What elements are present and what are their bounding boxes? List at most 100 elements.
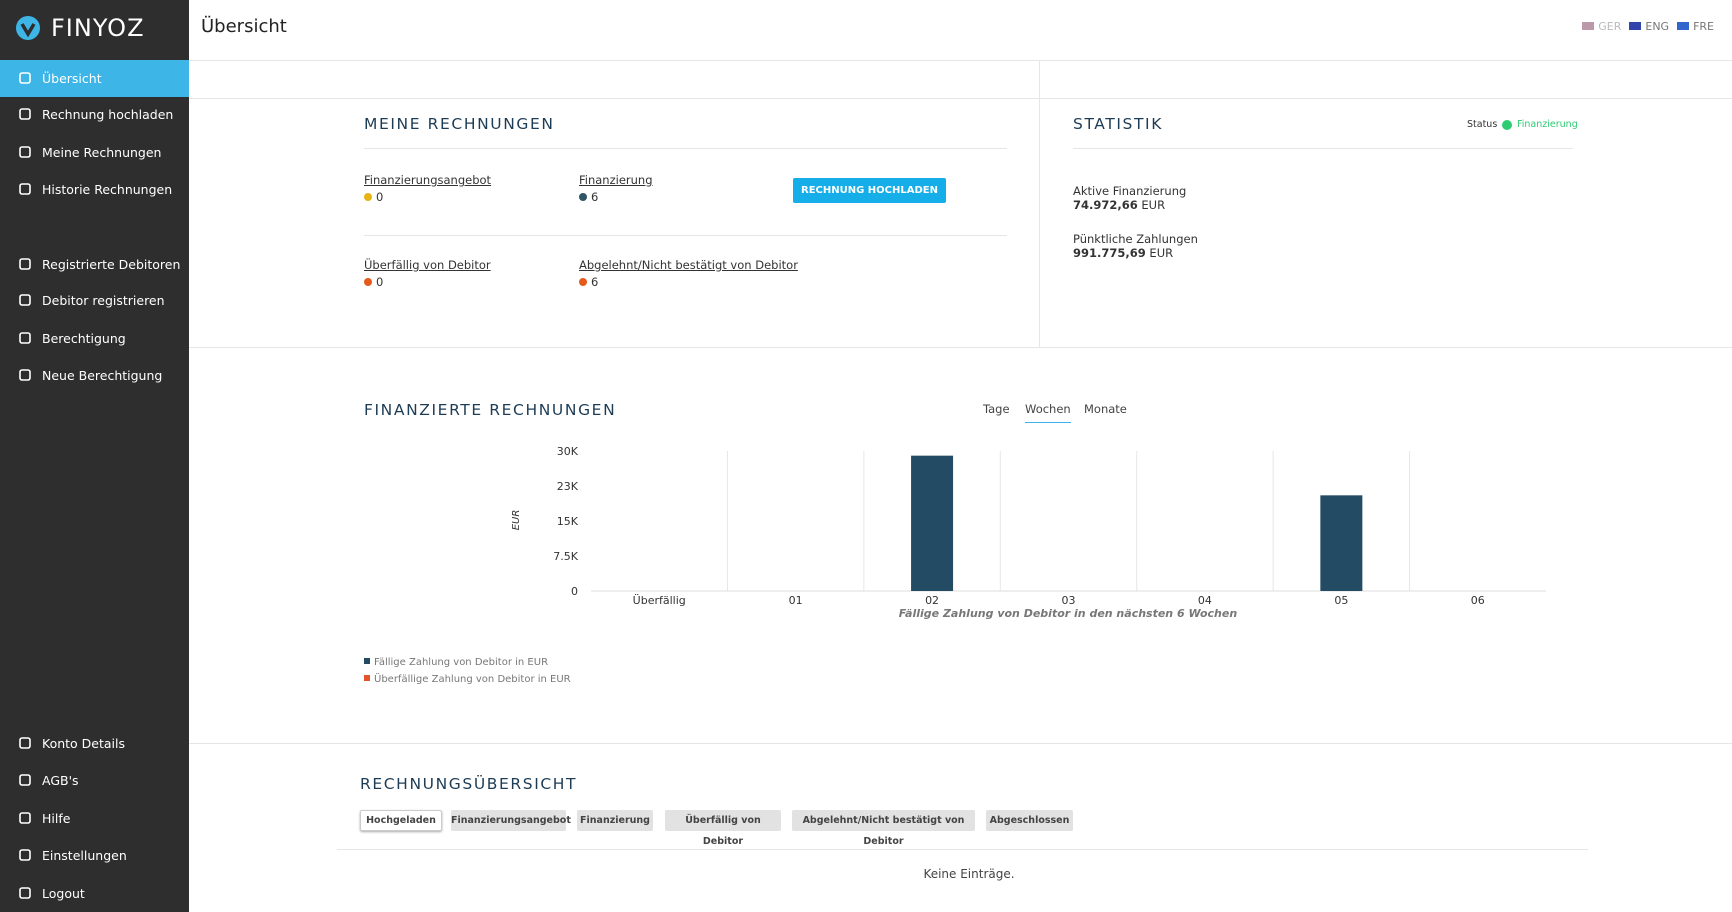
nav-item[interactable]: Übersicht [0,60,189,97]
y-tick-label: 15K [557,515,579,528]
sidebar: FINYOZ Übersicht Rechnung hochladen Meine … [0,0,189,912]
status-dot [364,193,372,201]
nav-label: Registrierte Debitoren [42,257,181,272]
divider [1039,60,1040,347]
nav-item[interactable]: Neue Berechtigung [0,357,189,394]
nav-item[interactable]: Meine Rechnungen [0,134,189,171]
y-tick-label: 7.5K [553,550,578,563]
nav-item[interactable]: Registrierte Debitoren [0,246,189,283]
x-tick-label: 02 [925,594,939,607]
invoice-tab[interactable]: Hochgeladen [360,810,442,831]
status-count: 0 [364,275,383,289]
nav-label: Historie Rechnungen [42,182,173,197]
period-tab[interactable]: Wochen [1025,402,1071,423]
bar [1320,495,1363,591]
status-count: 0 [364,190,383,204]
flag [1677,22,1690,30]
y-axis-title: EUR [511,510,522,531]
status-link[interactable]: Abgelehnt/Nicht bestätigt von Debitor [579,258,798,272]
nav-label: Neue Berechtigung [42,368,163,383]
x-tick-label: Überfällig [633,594,686,607]
status: Finanzierung [1517,119,1578,130]
nav-label: Hilfe [42,811,71,826]
section-title: MEINE RECHNUNGEN [364,115,555,133]
nav-icon [19,774,31,786]
status-dot [579,193,587,201]
language[interactable]: ENG [1645,20,1670,33]
stat-label: Pünktliche Zahlungen [1073,232,1198,246]
x-axis-title: Fällige Zahlung von Debitor in den nächs… [899,607,1238,620]
nav-item[interactable]: Debitor registrieren [0,282,189,319]
stat-label: Aktive Finanzierung [1073,184,1187,198]
status-link[interactable]: Finanzierungsangebot [364,173,492,187]
nav-label: Debitor registrieren [42,293,165,308]
invoice-tab[interactable]: Überfällig von Debitor [665,810,781,847]
count: 6 [591,190,599,204]
x-tick-label: 04 [1198,594,1212,607]
nav-icon [19,108,31,120]
section-title: RECHNUNGSÜBERSICHT [360,775,578,793]
x-tick-label: 03 [1062,594,1076,607]
language[interactable]: GER [1598,20,1622,33]
nav-icon [19,849,31,861]
upload-button[interactable]: RECHNUNG HOCHLADEN [793,178,946,203]
language[interactable]: FRE [1693,20,1714,33]
nav-icon [19,369,31,381]
brand: FINYOZ [51,14,145,42]
count: 0 [376,275,384,289]
nav-label: Rechnung hochladen [42,107,174,122]
nav-item[interactable]: Logout [0,875,189,912]
nav-item[interactable]: Einstellungen [0,837,189,874]
nav-item[interactable]: Rechnung hochladen [0,96,189,133]
nav-icon [19,72,31,84]
flag [1629,22,1642,30]
nav-label: Einstellungen [42,848,127,863]
stat-value: 991.775,69 EUR [1073,246,1173,260]
nav-label: Konto Details [42,736,126,751]
status-label: Status [1467,119,1498,130]
y-tick-label: 23K [557,480,579,493]
status-count: 6 [579,190,598,204]
invoice-tab[interactable]: Finanzierung [577,810,653,831]
nav-icon [19,294,31,306]
count: 6 [591,275,599,289]
invoice-tab[interactable]: Abgelehnt/Nicht bestätigt von Debitor [792,810,975,847]
x-tick-label: 05 [1334,594,1348,607]
nav-item[interactable]: Historie Rechnungen [0,171,189,208]
section-title: STATISTIK [1073,115,1163,133]
nav-label: Berechtigung [42,331,126,346]
nav-icon [19,812,31,824]
invoice-tab[interactable]: Finanzierungsangebot [451,810,571,831]
nav-label: AGB's [42,773,79,788]
nav-item[interactable]: Konto Details [0,725,189,762]
amount: 74.972,66 [1073,198,1138,212]
status-link[interactable]: Finanzierung [579,173,653,187]
count: 0 [376,190,384,204]
invoice-tab[interactable]: Abgeschlossen [986,810,1073,831]
period-tab[interactable]: Monate [1084,402,1127,416]
nav-item[interactable]: Hilfe [0,800,189,837]
y-tick-label: 30K [557,445,579,458]
nav-item[interactable]: AGB's [0,762,189,799]
status-dot [579,278,587,286]
nav-icon [19,887,31,899]
currency: EUR [1149,246,1174,260]
status-link[interactable]: Überfällig von Debitor [364,258,491,272]
legend-swatch [364,658,370,664]
page-title: Übersicht [201,16,287,37]
nav-label: Übersicht [42,71,102,86]
bar [911,455,954,591]
nav-icon [19,146,31,158]
legend-label: Fällige Zahlung von Debitor in EUR [374,657,548,668]
nav-item[interactable]: Berechtigung [0,320,189,357]
legend-swatch [364,675,370,681]
nav-label: Logout [42,886,85,901]
x-tick-label: 01 [789,594,803,607]
x-tick-label: 06 [1471,594,1485,607]
period-tab[interactable]: Tage [983,402,1010,416]
legend-label: Überfällige Zahlung von Debitor in EUR [374,672,571,685]
amount: 991.775,69 [1073,246,1146,260]
logo-icon [16,16,40,40]
